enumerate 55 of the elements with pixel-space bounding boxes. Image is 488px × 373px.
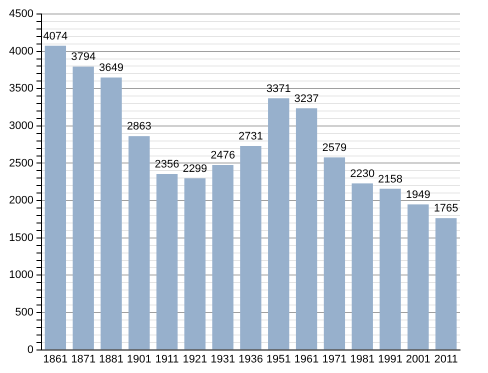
data-label: 1765 [434,202,458,215]
data-label: 2230 [350,168,375,180]
data-label: 2731 [238,130,263,143]
x-tick-label: 1871 [71,353,96,366]
x-tick-label: 1921 [182,353,208,366]
x-tick-label: 1901 [126,353,152,366]
y-tick-label: 500 [15,306,34,319]
y-tick-label: 2000 [8,194,34,207]
data-label: 3649 [98,62,124,74]
y-tick-label: 3000 [8,120,34,132]
x-tick-label: 1961 [294,353,319,366]
x-tick-label: 1931 [210,353,236,366]
bar [72,66,94,350]
bar [156,174,178,350]
y-tick-label: 1000 [8,269,34,282]
bar [380,188,401,350]
data-label: 4074 [43,30,68,42]
x-tick-label: 1981 [350,353,375,366]
data-label: 3371 [266,82,291,95]
bar [435,218,457,350]
data-label: 3237 [294,92,319,105]
bar [184,178,206,350]
x-tick-label: 1991 [378,353,402,366]
bar [128,136,150,350]
bar [296,108,318,350]
x-tick-label: 1971 [322,353,347,366]
bar [408,204,429,350]
y-tick-label: 3500 [8,82,34,95]
bar [352,183,373,350]
bar [324,157,346,350]
data-label: 1949 [406,188,430,201]
data-label: 2356 [154,158,180,171]
data-label: 2158 [378,173,402,186]
x-tick-label: 1951 [266,353,291,366]
y-tick-label: 4000 [8,45,34,58]
bar [212,165,234,350]
y-tick-label: 0 [27,344,34,356]
bar [44,46,66,350]
x-tick-label: 1861 [43,353,68,366]
y-tick-label: 4500 [8,8,34,20]
data-label: 2863 [126,120,152,133]
bar [268,98,290,350]
x-tick-label: 2001 [406,353,430,366]
bar [100,78,122,350]
x-tick-label: 1936 [238,353,263,366]
data-label: 3794 [71,51,96,64]
data-label: 2476 [210,150,236,162]
data-label: 2579 [322,142,347,154]
x-tick-label: 1911 [155,353,179,366]
y-tick-label: 1500 [8,232,34,244]
data-label: 2299 [182,162,208,175]
y-tick-label: 2500 [8,157,34,170]
x-tick-label: 1881 [98,353,124,366]
bar [240,146,262,350]
x-tick-label: 2011 [434,353,458,366]
